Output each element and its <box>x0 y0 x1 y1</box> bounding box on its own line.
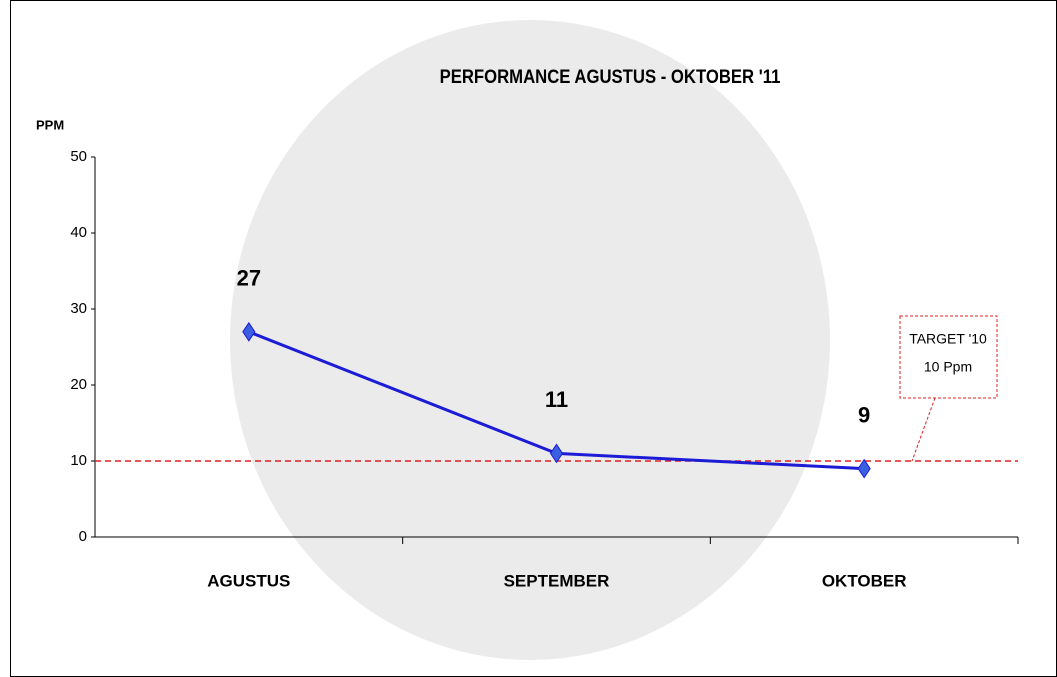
watermark <box>230 20 830 660</box>
y-tick-label: 0 <box>79 528 87 545</box>
data-label: 9 <box>858 402 870 427</box>
y-tick-label: 30 <box>70 300 87 317</box>
data-label: 27 <box>237 266 261 291</box>
y-tick-label: 40 <box>70 224 87 241</box>
y-tick-label: 50 <box>70 148 87 165</box>
x-tick-label: AGUSTUS <box>207 571 290 590</box>
target-box <box>900 316 997 398</box>
chart: PERFORMANCE AGUSTUS - OKTOBER '11 PPM 0 1… <box>0 0 1057 677</box>
chart-title: PERFORMANCE AGUSTUS - OKTOBER '11 <box>440 66 781 87</box>
target-name: TARGET '10 <box>909 331 987 347</box>
target-label: 10 Ppm <box>924 359 972 375</box>
x-tick-label: OKTOBER <box>822 571 907 590</box>
y-tick-label: 20 <box>70 376 87 393</box>
data-label: 11 <box>545 387 568 412</box>
y-tick-label: 10 <box>70 452 87 469</box>
x-tick-label: SEPTEMBER <box>504 571 610 590</box>
y-axis-label: PPM <box>36 117 64 132</box>
